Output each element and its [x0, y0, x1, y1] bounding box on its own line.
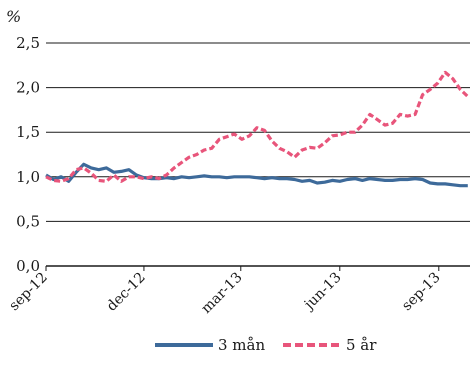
series-line-2	[45, 70, 469, 183]
x-tick-label: mar-13	[198, 270, 245, 317]
y-tick-label: 0,5	[16, 212, 40, 230]
gridlines	[46, 42, 470, 267]
x-tick-label: dec-12	[104, 270, 149, 315]
series-lines	[45, 70, 469, 188]
x-tick-label: sep-13	[399, 270, 444, 315]
legend-label-2: 5 år	[346, 336, 377, 354]
y-axis-unit-label: %	[6, 7, 21, 26]
y-tick-label: 2,5	[16, 34, 40, 52]
y-tick-label: 1,0	[16, 168, 40, 186]
legend: 3 mån 5 år	[155, 336, 377, 354]
series-line-1	[45, 162, 468, 188]
legend-label-1: 3 mån	[218, 336, 265, 354]
y-axis-ticks: 0,0 0,5 1,0 1,5 2,0 2,5	[16, 34, 40, 275]
x-axis-ticks: sep-12 dec-12 mar-13 jun-13 sep-13	[6, 266, 444, 317]
y-tick-label: 0,0	[16, 257, 40, 275]
x-tick-label: jun-13	[300, 270, 344, 314]
y-tick-label: 1,5	[16, 123, 40, 141]
x-tick-label: sep-12	[6, 270, 51, 315]
y-tick-label: 2,0	[16, 79, 40, 97]
